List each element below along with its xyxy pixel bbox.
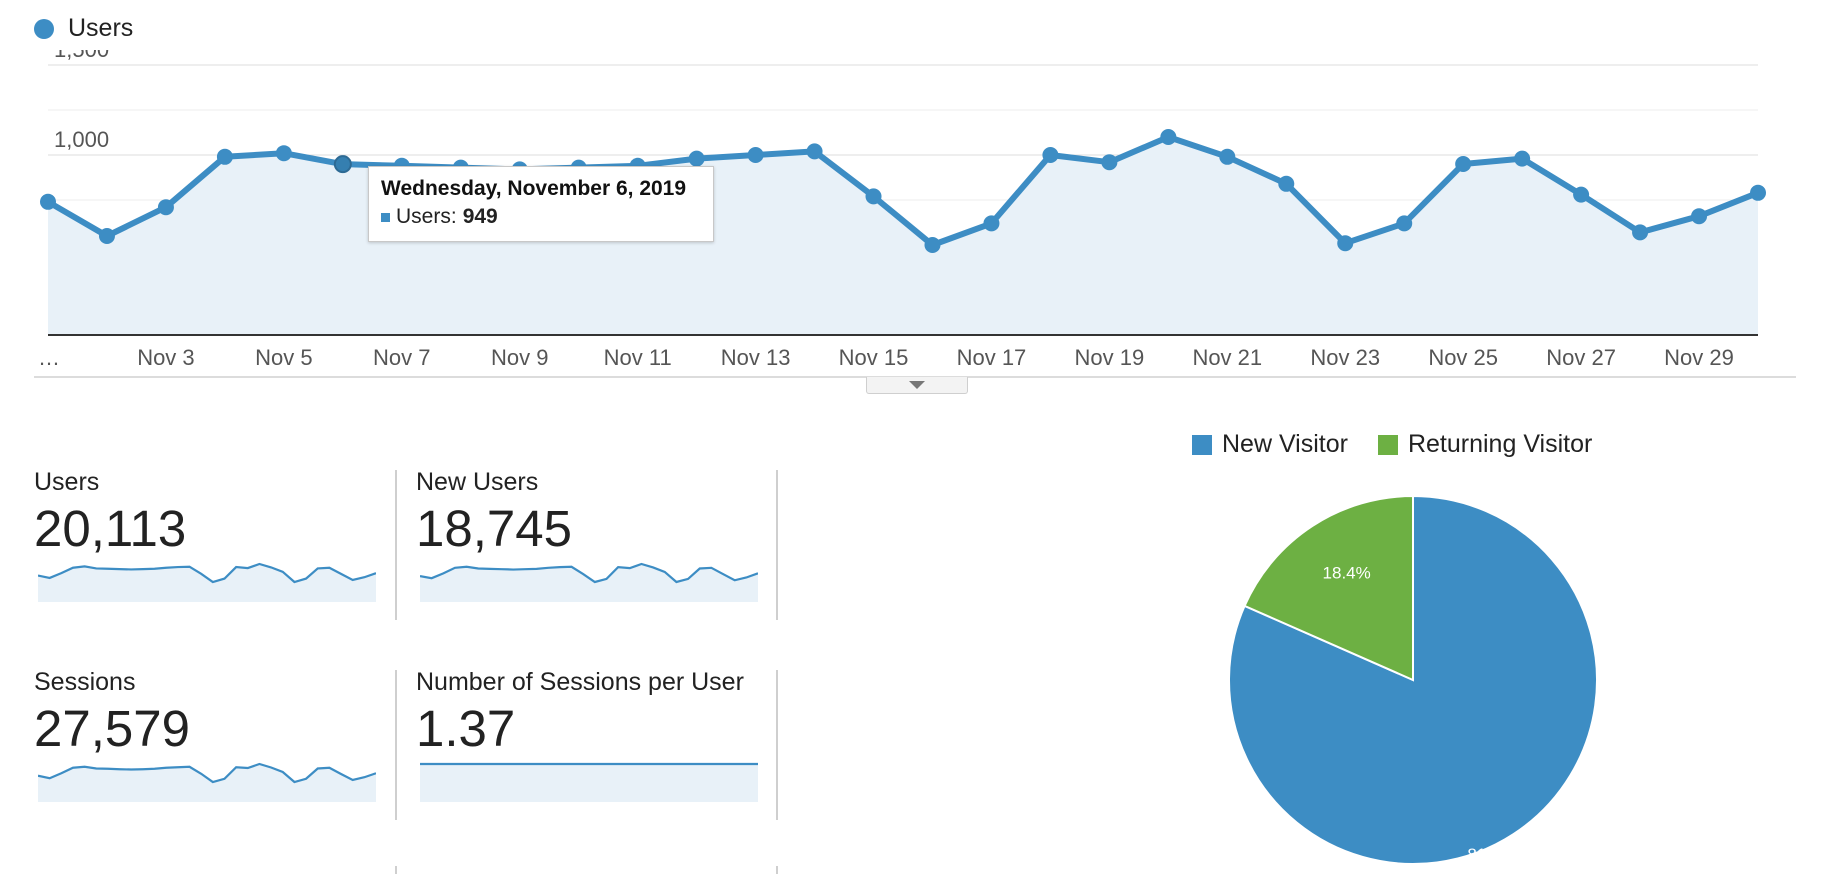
x-tick-label: Nov 19 (1075, 345, 1145, 370)
legend-returning-visitor[interactable]: Returning Visitor (1377, 430, 1593, 459)
data-point[interactable] (806, 143, 823, 160)
x-tick-label: Nov 29 (1664, 345, 1734, 370)
data-point[interactable] (924, 237, 941, 253)
metric-value: 1.37 (416, 700, 516, 757)
x-tick-label: Nov 9 (491, 345, 548, 370)
legend-label: Users (68, 14, 134, 42)
data-point[interactable] (688, 150, 705, 167)
caret-down-icon (909, 381, 925, 389)
metric-label: Number of Sessions per User (416, 668, 744, 696)
data-point[interactable] (1337, 235, 1354, 252)
data-point[interactable] (1691, 208, 1708, 225)
x-tick-label: … (38, 345, 60, 370)
metric-label: Users (34, 468, 100, 496)
tooltip-title: Wednesday, November 6, 2019 (381, 177, 687, 200)
pie-slice-new-visitor[interactable] (1228, 494, 1598, 865)
metric-label: Sessions (34, 668, 136, 696)
sparkline-area (38, 764, 376, 802)
sparkline-new-users (420, 562, 758, 602)
x-tick-label: Nov 21 (1192, 345, 1262, 370)
metric-new-users[interactable]: New Users 18,745 (416, 468, 756, 554)
pie-slice-label: 18.4% (1323, 563, 1371, 582)
data-point[interactable] (1160, 129, 1177, 145)
metric-separator (776, 670, 778, 820)
x-tick-label: Nov 11 (604, 345, 672, 370)
legend-label: New Visitor (1222, 430, 1348, 458)
data-point[interactable] (1573, 186, 1590, 203)
users-area (48, 137, 1758, 335)
metric-separator (776, 470, 778, 620)
metric-value: 18,745 (416, 500, 572, 557)
x-tick-label: Nov 5 (255, 345, 312, 370)
data-point[interactable] (216, 148, 233, 165)
sparkline-sessions-per-user (420, 762, 758, 802)
data-point[interactable] (40, 193, 56, 210)
data-point[interactable] (1632, 224, 1649, 241)
data-point[interactable] (1455, 156, 1472, 172)
tooltip-row: Users: 949 (381, 205, 701, 229)
x-tick-label: Nov 13 (721, 345, 791, 370)
data-point[interactable] (275, 145, 292, 162)
metric-label: New Users (416, 468, 539, 496)
data-point[interactable] (1278, 175, 1295, 192)
metric-sessions[interactable]: Sessions 27,579 (34, 668, 374, 754)
metric-value: 27,579 (34, 700, 190, 757)
x-tick-label: Nov 27 (1546, 345, 1616, 370)
data-point[interactable] (747, 147, 764, 163)
y-tick-label: 1,000 (54, 127, 109, 152)
returning-visitor-swatch-icon (1377, 434, 1398, 455)
metric-separator (395, 670, 397, 820)
x-tick-label: Nov 7 (373, 345, 430, 370)
x-tick-label: Nov 17 (957, 345, 1027, 370)
data-point[interactable] (1514, 150, 1531, 167)
data-point[interactable] (1101, 154, 1118, 171)
legend-new-visitor[interactable]: New Visitor (1192, 430, 1348, 459)
y-tick-label: 1,500 (54, 50, 109, 62)
sparkline-sessions (38, 762, 376, 802)
x-tick-label: Nov 23 (1310, 345, 1380, 370)
data-point[interactable] (865, 188, 882, 205)
collapse-chart-button[interactable] (866, 377, 968, 394)
metric-value: 20,113 (34, 500, 187, 557)
pie-legend: New Visitor Returning Visitor (1192, 430, 1592, 459)
sparkline-line (38, 562, 376, 584)
chart-tooltip: Wednesday, November 6, 2019 Users: 949 (368, 166, 714, 242)
sparkline-line (38, 762, 376, 784)
metric-separator (395, 470, 397, 620)
users-series-line (46, 134, 1760, 248)
tooltip-value: 949 (462, 205, 498, 228)
metric-separator (395, 866, 397, 874)
x-tick-label: Nov 15 (839, 345, 909, 370)
tooltip-swatch-icon (381, 212, 390, 222)
data-point[interactable] (1219, 148, 1236, 165)
x-tick-label: Nov 25 (1428, 345, 1498, 370)
data-point[interactable] (983, 215, 1000, 232)
visitor-type-pie-chart[interactable]: 81.6% 18.4% (1228, 490, 1608, 870)
metric-separator (776, 866, 778, 874)
pie-slice-label: 81.6% (1467, 845, 1515, 864)
pie-slice-returning-visitor[interactable] (1243, 494, 1414, 682)
sparkline-line (420, 562, 758, 584)
data-point[interactable] (98, 228, 115, 244)
tooltip-metric: Users: (396, 205, 457, 228)
data-point[interactable] (1042, 147, 1059, 163)
x-tick-label: Nov 3 (137, 345, 194, 370)
new-visitor-swatch-icon (1192, 434, 1212, 455)
metric-sessions-per-user[interactable]: Number of Sessions per User 1.37 (416, 668, 756, 754)
data-point[interactable] (1750, 184, 1766, 201)
data-point[interactable] (157, 199, 174, 216)
legend-label: Returning Visitor (1407, 430, 1593, 458)
sparkline-area (38, 564, 376, 602)
data-point[interactable] (1396, 215, 1413, 232)
data-point[interactable] (333, 155, 352, 174)
sparkline-users (38, 562, 376, 602)
users-series-dot-icon (34, 18, 54, 39)
chart-legend: Users (34, 14, 133, 43)
sparkline-area (420, 764, 758, 802)
sparkline-area (420, 564, 758, 602)
metric-users[interactable]: Users 20,113 (34, 468, 374, 554)
